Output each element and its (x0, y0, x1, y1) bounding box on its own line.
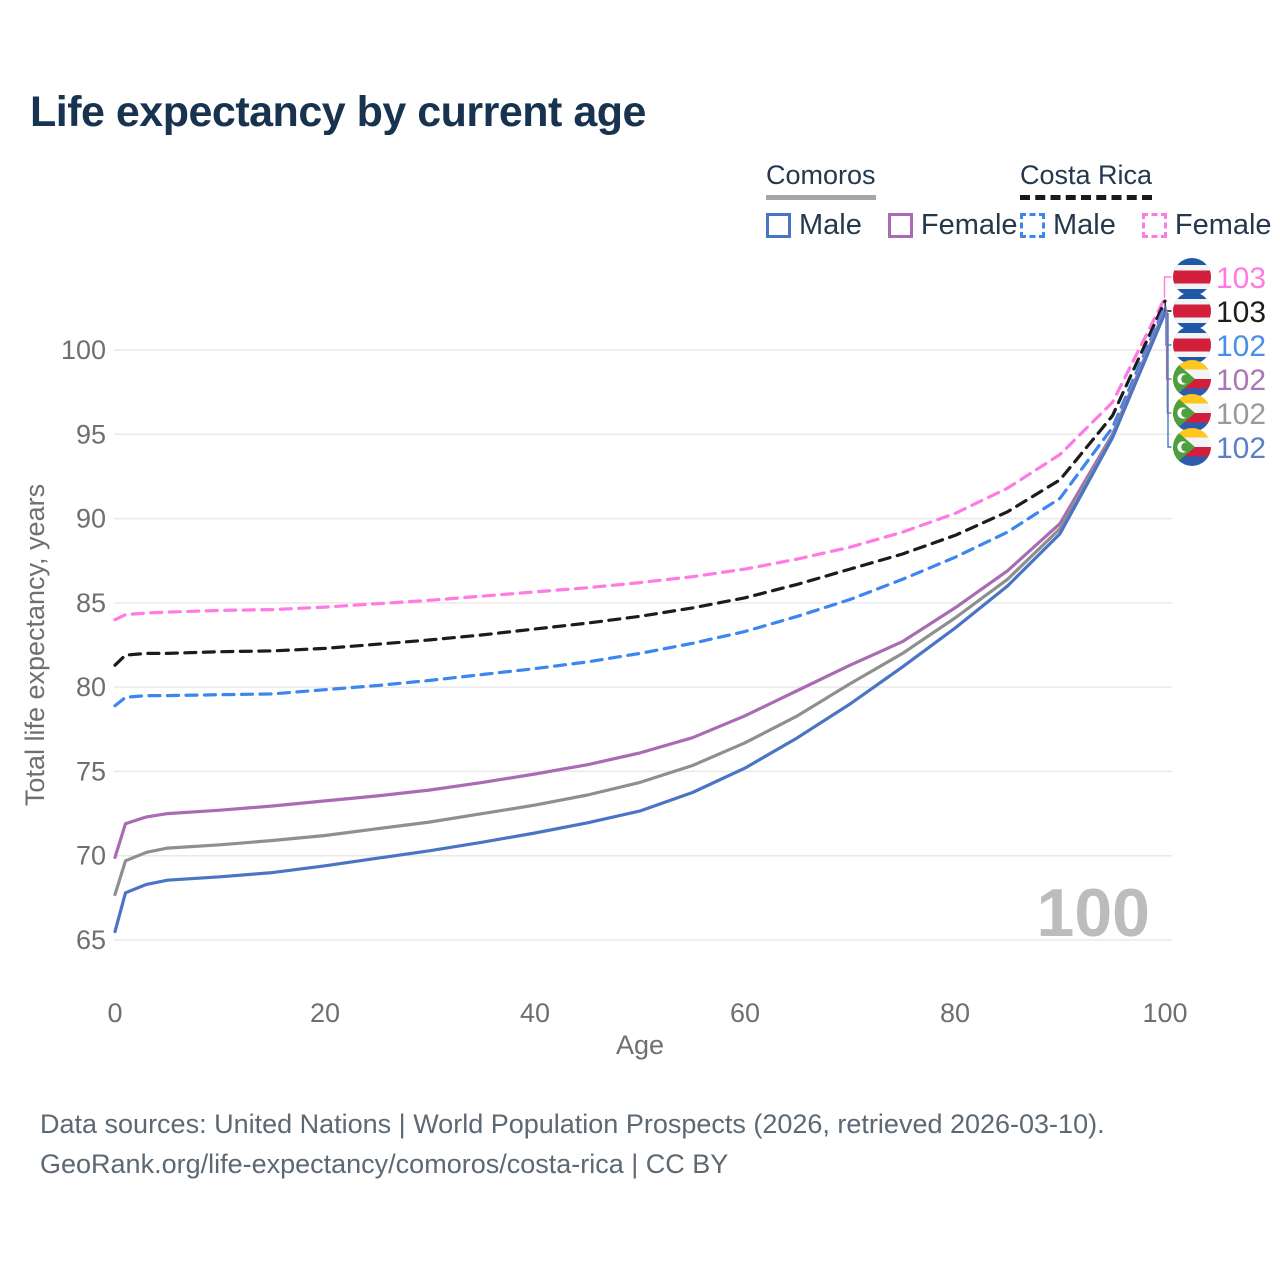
legend-label-costa-rica-male: Male (1053, 209, 1116, 241)
legend-item-comoros-male[interactable]: Male (766, 209, 862, 242)
end-value-label-comoros-male: 102 (1216, 432, 1266, 465)
end-value-label-comoros-female: 102 (1216, 364, 1266, 397)
y-tick-label: 90 (76, 504, 106, 534)
x-tick-label: 100 (1142, 998, 1187, 1028)
costa-rica-female-swatch[interactable] (1141, 213, 1167, 238)
comoros-flag-icon (1173, 394, 1211, 432)
x-tick-label: 40 (520, 998, 550, 1028)
age-watermark: 100 (1037, 875, 1150, 951)
legend-label-comoros-male: Male (799, 209, 862, 241)
x-axis-label: Age (616, 1030, 664, 1060)
series-line-comoros-both (113, 309, 1167, 897)
page-title: Life expectancy by current age (30, 88, 646, 136)
x-tick-label: 80 (940, 998, 970, 1028)
leader-line-costa-rica-both (1164, 301, 1172, 312)
legend-group-comoros: Comoros Male Female (766, 160, 1018, 242)
comoros-female-swatch[interactable] (887, 213, 913, 238)
leader-line-comoros-male (1167, 312, 1172, 448)
gridlines (114, 349, 1172, 941)
footer-data-sources: Data sources: United Nations | World Pop… (40, 1109, 1105, 1139)
y-tick-label: 95 (76, 419, 106, 449)
legend-item-comoros-female[interactable]: Female (887, 209, 1018, 242)
comoros-flag-icon (1173, 360, 1211, 398)
series-line-costa-rica-male (113, 304, 1167, 708)
legend-item-costa-rica-female[interactable]: Female (1141, 209, 1272, 242)
costa-rica-flag-icon (1173, 258, 1211, 296)
series-line-costa-rica-both (113, 299, 1167, 667)
y-tick-label: 70 (76, 841, 106, 871)
end-value-label-comoros-both: 102 (1216, 398, 1266, 431)
costa-rica-male-swatch[interactable] (1020, 213, 1045, 238)
end-value-label-costa-rica-both: 103 (1216, 296, 1266, 329)
y-tick-label: 100 (61, 335, 106, 365)
chart-canvas: 65 70 75 80 85 90 95 100 0 20 40 60 80 100 Age Total li… (20, 258, 1266, 1060)
end-value-label-costa-rica-male: 102 (1216, 330, 1266, 363)
y-tick-label: 85 (76, 588, 106, 618)
series-line-comoros-male (113, 311, 1167, 934)
legend-group-comoros-title: Comoros (766, 160, 876, 200)
comoros-male-swatch[interactable] (766, 213, 791, 238)
x-tick-label: 20 (310, 998, 340, 1028)
y-axis-label: Total life expectancy, years (20, 484, 50, 806)
legend-label-costa-rica-female: Female (1174, 209, 1272, 241)
y-tick-label: 65 (76, 925, 106, 955)
y-tick-label: 75 (76, 756, 106, 786)
leader-line-comoros-female (1165, 309, 1172, 380)
series-line-comoros-female (113, 307, 1167, 859)
legend-group-costa-rica: Costa Rica Male Female (1020, 160, 1272, 242)
x-tick-label: 60 (730, 998, 760, 1028)
x-axis-ticks: 0 20 40 60 80 100 (107, 998, 1187, 1028)
page-footer: Data sources: United Nations | World Pop… (40, 1104, 1105, 1184)
legend-group-costa-rica-title: Costa Rica (1020, 160, 1153, 200)
y-axis-ticks: 65 70 75 80 85 90 95 100 (61, 335, 106, 955)
costa-rica-flag-icon (1173, 292, 1211, 330)
costa-rica-flag-icon (1173, 326, 1211, 364)
comoros-flag-icon (1173, 428, 1211, 466)
x-tick-label: 0 (107, 998, 122, 1028)
leader-line-costa-rica-female (1163, 276, 1172, 298)
series-line-costa-rica-female (113, 296, 1167, 622)
y-tick-label: 80 (76, 672, 106, 702)
legend-label-comoros-female: Female (920, 209, 1018, 241)
end-value-label-costa-rica-female: 103 (1216, 262, 1266, 295)
footer-attribution-link[interactable]: GeoRank.org/life-expectancy/comoros/cost… (40, 1149, 729, 1179)
legend-item-costa-rica-male[interactable]: Male (1020, 209, 1116, 242)
